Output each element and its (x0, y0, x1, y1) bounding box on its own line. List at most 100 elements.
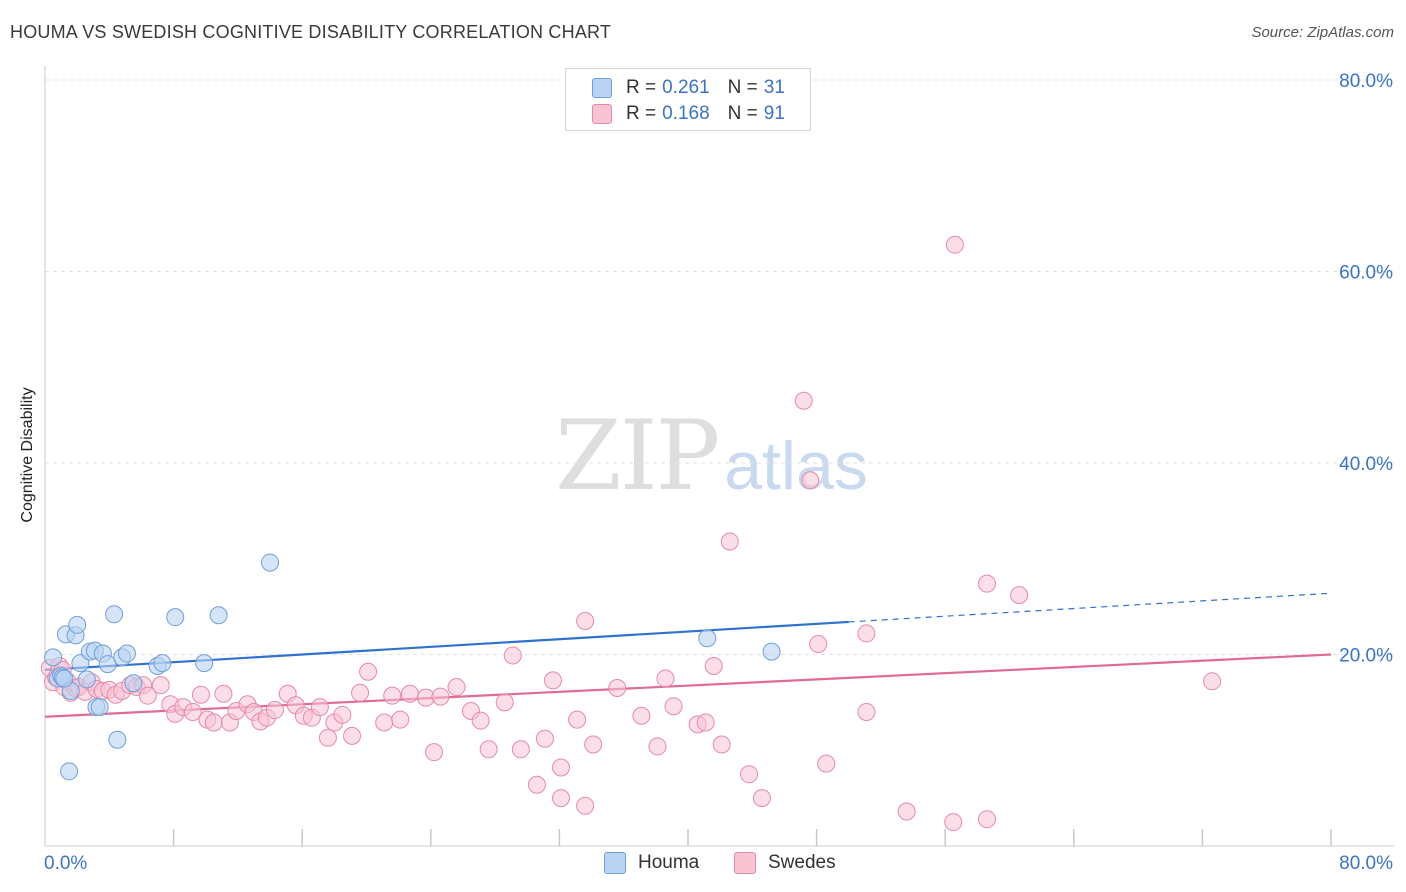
legend-row-houma: R = 0.261 N = 31 (592, 76, 785, 100)
houma-point (44, 648, 63, 667)
swedes-point (712, 735, 731, 754)
swedes-point (343, 726, 362, 745)
swedes-point (471, 711, 490, 730)
swedes-r-value: 0.168 (662, 103, 710, 124)
swedes-point (817, 754, 836, 773)
swedes-point (552, 758, 571, 777)
watermark: ZIPatlas (555, 400, 868, 512)
swedes-point (568, 710, 587, 729)
swedes-point (351, 683, 370, 702)
houma-n-label: N = (727, 77, 758, 98)
houma-point (261, 553, 280, 572)
houma-point (60, 762, 79, 781)
houma-legend-swatch (604, 852, 626, 874)
swedes-point (318, 728, 337, 747)
swedes-point (527, 775, 546, 794)
houma-point (209, 606, 228, 625)
swedes-point (151, 676, 170, 695)
swedes-point (543, 671, 562, 690)
swedes-point (576, 796, 595, 815)
correlation-legend: R = 0.261 N = 31 R = 0.168 N = 91 (565, 68, 811, 131)
houma-point (55, 669, 74, 688)
swedes-point (632, 706, 651, 725)
swedes-point (191, 685, 210, 704)
swedes-point (375, 713, 394, 732)
houma-point (71, 654, 90, 673)
houma-point (124, 674, 143, 693)
houma-point (195, 654, 214, 673)
legend-row-swedes: R = 0.168 N = 91 (592, 102, 785, 126)
swedes-legend-swatch (734, 852, 756, 874)
houma-point (698, 629, 717, 648)
swedes-point (809, 634, 828, 653)
swedes-point (648, 737, 667, 756)
swedes-r-label: R = (626, 103, 657, 124)
swedes-point (656, 669, 675, 688)
houma-point (153, 654, 172, 673)
swedes-point (696, 713, 715, 732)
swedes-point (511, 740, 530, 759)
swedes-point (535, 729, 554, 748)
swedes-point (383, 686, 402, 705)
legend-item-swedes[interactable]: Swedes (734, 852, 836, 874)
swedes-point (400, 684, 419, 703)
swedes-point (359, 662, 378, 681)
houma-n-value: 31 (763, 77, 785, 98)
swedes-point (584, 735, 603, 754)
y-tick-label: 40.0% (1339, 454, 1393, 475)
swedes-point (552, 789, 571, 808)
swedes-point (720, 532, 739, 551)
watermark-atlas: atlas (724, 428, 868, 504)
swedes-point (944, 813, 963, 832)
houma-trend-extension (848, 592, 1332, 623)
legend-item-houma[interactable]: Houma (604, 852, 699, 874)
houma-point (90, 698, 109, 717)
swedes-n-label: N = (727, 103, 758, 124)
swedes-point (431, 687, 450, 706)
y-tick-label: 20.0% (1339, 646, 1393, 667)
swedes-swatch (592, 104, 612, 124)
tick-labels: 20.0% 40.0% 60.0% 80.0% 0.0% 80.0% (44, 71, 1393, 874)
swedes-point (897, 802, 916, 821)
swedes-point (576, 611, 595, 630)
houma-point (77, 670, 96, 689)
houma-point (762, 642, 781, 661)
swedes-point (1203, 672, 1222, 691)
swedes-point (977, 810, 996, 829)
houma-point (108, 730, 127, 749)
swedes-point (425, 743, 444, 762)
grid-lines (45, 79, 1394, 655)
swedes-point (664, 697, 683, 716)
houma-r-value: 0.261 (662, 77, 710, 98)
x-tick-label-min: 0.0% (44, 853, 87, 874)
swedes-point (857, 702, 876, 721)
swedes-point (479, 740, 498, 759)
swedes-point (447, 678, 466, 697)
houma-trend-line (44, 620, 849, 671)
swedes-point (857, 624, 876, 643)
houma-legend-label: Houma (638, 852, 700, 873)
swedes-n-value: 91 (763, 103, 785, 124)
swedes-point (495, 693, 514, 712)
x-tick-label-max: 80.0% (1339, 853, 1393, 874)
swedes-point (391, 710, 410, 729)
swedes-legend-label: Swedes (768, 852, 836, 873)
y-tick-label: 60.0% (1339, 263, 1393, 284)
houma-point (68, 615, 87, 634)
houma-swatch (592, 78, 612, 98)
swedes-point (794, 391, 813, 410)
swedes-point (1010, 586, 1029, 605)
houma-point (105, 605, 124, 624)
swedes-point (265, 701, 284, 720)
data-points (40, 235, 1222, 832)
source-credit: Source: ZipAtlas.com (1251, 24, 1394, 41)
houma-point (117, 644, 136, 663)
swedes-point (214, 684, 233, 703)
swedes-point (183, 702, 202, 721)
swedes-point (138, 686, 157, 705)
watermark-zip: ZIP (555, 400, 720, 512)
chart-title: HOUMA VS SWEDISH COGNITIVE DISABILITY CO… (10, 22, 612, 42)
houma-point (166, 608, 185, 627)
swedes-point (752, 789, 771, 808)
